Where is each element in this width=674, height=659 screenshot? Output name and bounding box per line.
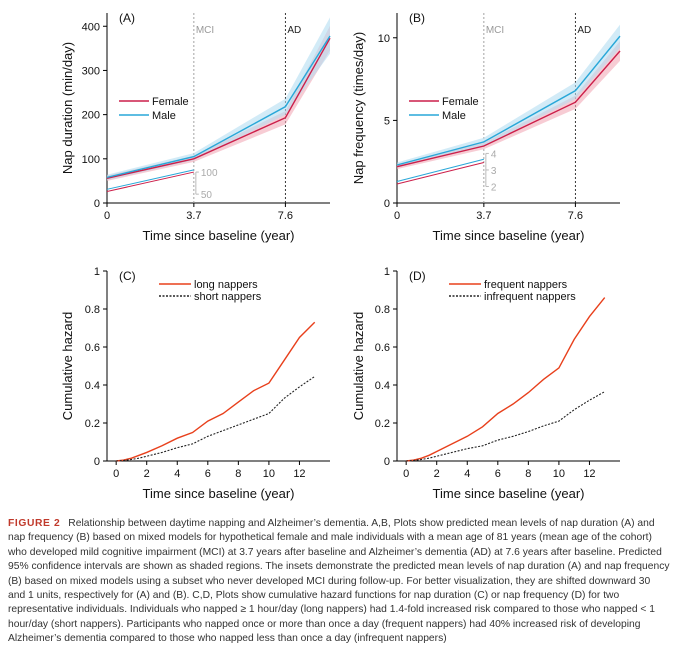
x-tick-label: 4 [174,468,180,480]
x-tick-label: 7.6 [568,210,583,222]
vline-label-ad: AD [287,25,301,36]
panel-label: (B) [409,11,425,25]
series-line-male [106,35,331,179]
series-line-female [106,37,331,179]
x-tick-label: 0 [403,468,409,480]
y-tick-label: 0.8 [85,304,100,316]
y-tick-label: 0 [94,456,100,468]
ci-band-female [397,41,620,170]
inset-line-male [106,169,194,190]
x-tick-label: 8 [235,468,241,480]
y-tick-label: 1 [384,266,390,278]
x-axis-label: Time since baseline (year) [143,228,295,243]
inset-tick-label: 4 [491,149,497,160]
x-tick-label: 6 [205,468,211,480]
x-tick-label: 0 [113,468,119,480]
x-axis-label: Time since baseline (year) [433,228,585,243]
figure-caption: FIGURE 2 Relationship between daytime nap… [8,517,670,647]
inset: 100 50 [106,168,218,201]
legend-label: long nappers [194,279,258,291]
caption-label: FIGURE 2 [8,518,61,529]
y-axis-label: Cumulative hazard [60,312,75,420]
x-tick-label: 10 [263,468,275,480]
y-tick-label: 0.6 [85,342,100,354]
x-axis-label: Time since baseline (year) [433,486,585,501]
inset-line-male [396,158,484,183]
legend-label: frequent nappers [484,279,568,291]
x-tick-label: 6 [495,468,501,480]
caption-text: Relationship between daytime napping and… [8,518,670,645]
y-tick-label: 0.4 [375,380,390,392]
x-tick-label: 2 [434,468,440,480]
vline-label-mci: MCI [196,25,214,36]
x-axis-label: Time since baseline (year) [143,486,295,501]
panel-label: (D) [409,269,426,283]
x-tick-label: 2 [144,468,150,480]
x-tick-label: 3.7 [186,210,201,222]
legend-label: Female [152,96,189,108]
x-tick-label: 12 [293,468,305,480]
series-line-infrequent-nappers [406,391,605,462]
y-tick-label: 10 [378,33,390,45]
inset-line-female [106,171,194,192]
x-tick-label: 4 [464,468,470,480]
series-line-long-nappers [116,321,316,462]
vline-label-mci: MCI [486,25,504,36]
y-tick-label: 1 [94,266,100,278]
series-line-short-nappers [116,375,316,462]
x-tick-label: 7.6 [278,210,293,222]
series-line-male [396,35,621,166]
inset-tick-label: 2 [491,182,497,193]
y-tick-label: 5 [384,115,390,127]
y-tick-label: 0.6 [375,342,390,354]
legend-label: Female [442,96,479,108]
y-tick-label: 400 [82,21,100,33]
legend-label: infrequent nappers [484,291,576,303]
x-tick-label: 3.7 [476,210,491,222]
y-tick-label: 200 [82,110,100,122]
y-tick-label: 0.2 [375,418,390,430]
panel-label: (A) [119,11,135,25]
panel-b: (B) 0 5 10 0 3.7 7.6 Time since baseline (year)… [351,11,621,243]
x-tick-label: 0 [104,210,110,222]
y-axis-label: Cumulative hazard [351,312,366,420]
y-tick-label: 0 [384,198,390,210]
y-axis-label: Nap duration (min/day) [60,42,75,174]
inset-tick-label: 100 [201,168,218,179]
y-axis-label: Nap frequency (times/day) [351,32,366,184]
legend-label: Male [442,110,466,122]
y-tick-label: 300 [82,65,100,77]
inset-tick-label: 50 [201,190,213,201]
x-tick-label: 8 [525,468,531,480]
inset-tick-label: 3 [491,166,497,177]
y-tick-label: 0 [384,456,390,468]
y-tick-label: 0.2 [85,418,100,430]
legend: Female Male [119,96,189,122]
y-tick-label: 0 [94,198,100,210]
series-line-female [396,50,621,168]
x-tick-label: 10 [553,468,565,480]
y-tick-label: 0.8 [375,304,390,316]
y-tick-label: 100 [82,154,100,166]
vline-label-ad: AD [577,25,591,36]
legend-label: Male [152,110,176,122]
ci-band-male [397,24,620,168]
y-tick-label: 0.4 [85,380,100,392]
ci-band-female [107,25,330,181]
inset-line-female [396,162,484,185]
legend: Female Male [409,96,479,122]
panel-label: (C) [119,269,136,283]
legend-label: short nappers [194,291,262,303]
inset: 4 3 2 [396,149,497,193]
series-line-frequent-nappers [406,297,606,462]
x-tick-label: 0 [394,210,400,222]
panel-a: (A) 0 100 200 300 400 0 3.7 7.6 Time since baseli… [60,11,331,243]
x-tick-label: 12 [583,468,595,480]
